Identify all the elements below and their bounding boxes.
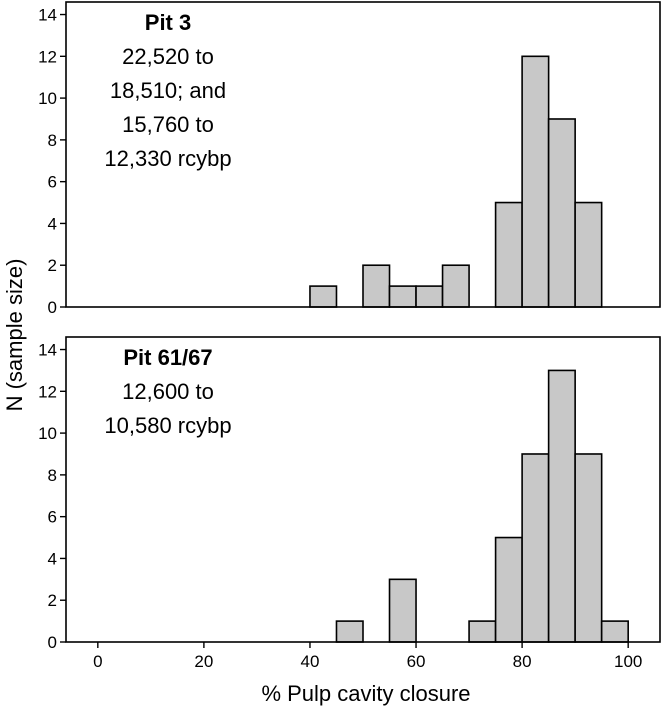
x-tick-label: 0 — [93, 652, 102, 671]
y-tick-label: 2 — [48, 256, 57, 275]
panel-annotation-line: 15,760 to — [122, 112, 214, 137]
y-tick-label: 6 — [48, 508, 57, 527]
plot-frame — [65, 336, 661, 643]
panel-annotation-title: Pit 61/67 — [123, 345, 212, 370]
x-tick-label: 20 — [194, 652, 213, 671]
y-tick-label: 6 — [48, 173, 57, 192]
y-tick-label: 10 — [38, 424, 57, 443]
x-axis: 0 20 40 60 80 100 — [93, 642, 642, 671]
histogram-bar — [494, 536, 523, 643]
histogram-bar — [362, 264, 391, 308]
x-tick-label: 100 — [614, 652, 642, 671]
plot-frame — [65, 1, 661, 308]
panel-annotation-line: 22,520 to — [122, 44, 214, 69]
y-tick-label: 2 — [48, 591, 57, 610]
histogram-bar — [441, 264, 470, 308]
panel-2: 0 2 4 6 8 10 12 14 Pit 61/67 12,600 to 10,580 rcyb… — [38, 336, 661, 652]
histogram-bar — [574, 453, 603, 643]
histogram-bar — [547, 118, 576, 308]
y-tick-label: 8 — [48, 131, 57, 150]
panel-annotation-line: 18,510; and — [110, 78, 226, 103]
panel-annotation-line: 10,580 rcybp — [104, 413, 231, 438]
histogram-bar — [335, 620, 364, 643]
y-tick-label: 12 — [38, 47, 57, 66]
y-tick-label: 0 — [48, 633, 57, 652]
x-tick-label: 40 — [301, 652, 320, 671]
y-tick-label: 12 — [38, 382, 57, 401]
panel-1: 0 2 4 6 8 10 12 14 Pit 3 22,520 to 18,510; and 15,7… — [38, 1, 661, 317]
y-tick-label: 8 — [48, 466, 57, 485]
histogram-bar — [521, 55, 550, 308]
histogram-bar — [574, 201, 603, 308]
histogram-bar — [388, 285, 417, 308]
histogram-bar — [547, 369, 576, 643]
histogram-bar — [494, 201, 523, 308]
y-tick-label: 4 — [48, 214, 57, 233]
panel-annotation-line: 12,330 rcybp — [104, 146, 231, 171]
histogram-bar — [415, 285, 444, 308]
y-tick-label: 14 — [38, 6, 57, 25]
histogram-bar — [468, 620, 497, 643]
histogram-bar — [309, 285, 338, 308]
x-tick-label: 60 — [407, 652, 426, 671]
x-axis-title: % Pulp cavity closure — [261, 681, 470, 706]
y-tick-label: 4 — [48, 549, 57, 568]
histogram-bar — [600, 620, 629, 643]
y-axis-title: N (sample size) — [2, 259, 27, 412]
panels-group: 0 2 4 6 8 10 12 14 Pit 3 22,520 to 18,510; and 15,7… — [38, 1, 661, 671]
y-tick-label: 0 — [48, 298, 57, 317]
y-tick-label: 10 — [38, 89, 57, 108]
histogram-bar — [388, 578, 417, 643]
panel-annotation-title: Pit 3 — [145, 10, 191, 35]
y-tick-label: 14 — [38, 341, 57, 360]
x-tick-label: 80 — [513, 652, 532, 671]
histogram-bar — [521, 453, 550, 643]
panel-annotation-line: 12,600 to — [122, 379, 214, 404]
